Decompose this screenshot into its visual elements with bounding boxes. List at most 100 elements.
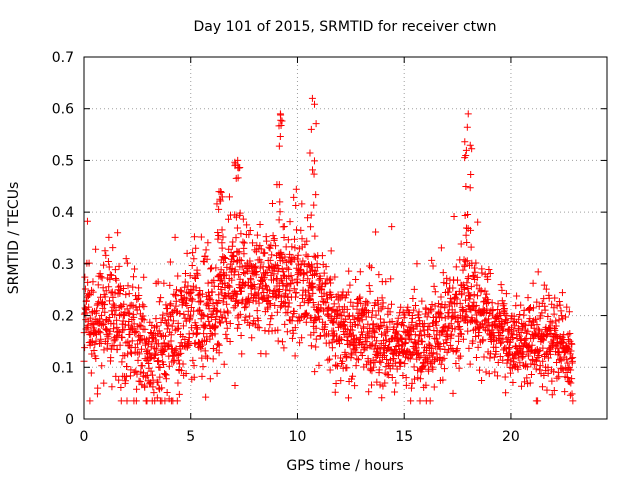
data-point: [166, 281, 174, 289]
data-point: [345, 267, 353, 275]
data-point: [562, 355, 570, 363]
data-point: [459, 335, 467, 343]
data-point: [386, 308, 394, 316]
data-point: [290, 307, 298, 315]
data-point: [312, 324, 320, 332]
data-point: [255, 283, 263, 291]
data-point: [135, 350, 143, 358]
data-point: [315, 315, 323, 323]
data-point: [163, 389, 171, 397]
data-point: [459, 266, 467, 274]
data-point: [391, 388, 399, 396]
data-point: [563, 373, 571, 381]
data-point: [221, 314, 229, 322]
data-point: [192, 284, 200, 292]
data-point: [157, 294, 165, 302]
data-point: [393, 319, 401, 327]
data-point: [236, 310, 244, 318]
data-point: [287, 280, 295, 288]
data-point: [358, 352, 366, 360]
data-point: [325, 339, 333, 347]
data-point: [430, 383, 438, 391]
data-point: [242, 313, 250, 321]
data-point: [131, 328, 139, 336]
data-point: [245, 321, 253, 329]
data-point: [245, 231, 253, 239]
data-point: [330, 327, 338, 335]
data-point: [118, 334, 126, 342]
data-point: [108, 383, 116, 391]
data-point: [262, 350, 270, 358]
data-point: [180, 342, 188, 350]
data-point: [307, 342, 315, 350]
data-point: [290, 193, 298, 201]
data-point: [137, 345, 145, 353]
data-point: [233, 324, 241, 332]
data-point: [328, 293, 336, 301]
data-point: [89, 288, 97, 296]
data-point: [246, 261, 254, 269]
data-point: [566, 350, 574, 358]
data-point: [155, 298, 163, 306]
data-point: [179, 360, 187, 368]
x-tick-label: 15: [395, 429, 413, 445]
data-point: [556, 301, 564, 309]
data-point: [512, 343, 520, 351]
data-point: [352, 276, 360, 284]
data-point: [536, 312, 544, 320]
data-point: [100, 346, 108, 354]
data-point: [217, 187, 225, 195]
data-point: [225, 193, 233, 201]
data-point: [502, 389, 510, 397]
chart-title: Day 101 of 2015, SRMTID for receiver ctw…: [194, 19, 497, 35]
data-point: [121, 352, 129, 360]
data-point: [473, 281, 481, 289]
data-point: [388, 223, 396, 231]
data-point: [521, 378, 529, 386]
data-point: [356, 268, 364, 276]
data-point: [101, 308, 109, 316]
data-point: [140, 303, 148, 311]
data-point: [281, 253, 289, 261]
data-point: [378, 294, 386, 302]
data-point: [133, 296, 141, 304]
data-point: [372, 311, 380, 319]
data-point: [277, 275, 285, 283]
data-point: [214, 235, 222, 243]
data-point: [402, 374, 410, 382]
data-point: [129, 283, 137, 291]
data-point: [344, 312, 352, 320]
data-point: [307, 223, 315, 231]
data-point: [310, 201, 318, 209]
data-point: [511, 322, 519, 330]
data-point: [356, 293, 364, 301]
data-point: [236, 164, 244, 171]
data-point: [530, 324, 538, 332]
data-point: [358, 316, 366, 324]
data-point: [467, 243, 475, 251]
data-point: [394, 314, 402, 322]
data-point: [199, 341, 207, 349]
data-point: [462, 257, 470, 265]
data-point: [177, 291, 185, 299]
data-point: [450, 212, 458, 220]
data-point: [198, 290, 206, 298]
data-point: [567, 379, 575, 387]
data-point: [461, 138, 469, 146]
data-point: [314, 308, 322, 316]
data-point: [223, 335, 231, 343]
data-point: [181, 283, 189, 291]
data-point: [402, 381, 410, 389]
data-point: [118, 358, 126, 366]
data-point: [280, 233, 288, 241]
data-point: [460, 256, 468, 264]
data-point: [132, 367, 140, 375]
data-point: [347, 349, 355, 357]
data-point: [519, 350, 527, 358]
data-point: [567, 354, 575, 362]
data-point: [291, 324, 299, 332]
data-point: [182, 370, 190, 378]
data-point: [133, 370, 141, 378]
data-point: [296, 302, 304, 310]
data-point: [517, 328, 525, 336]
